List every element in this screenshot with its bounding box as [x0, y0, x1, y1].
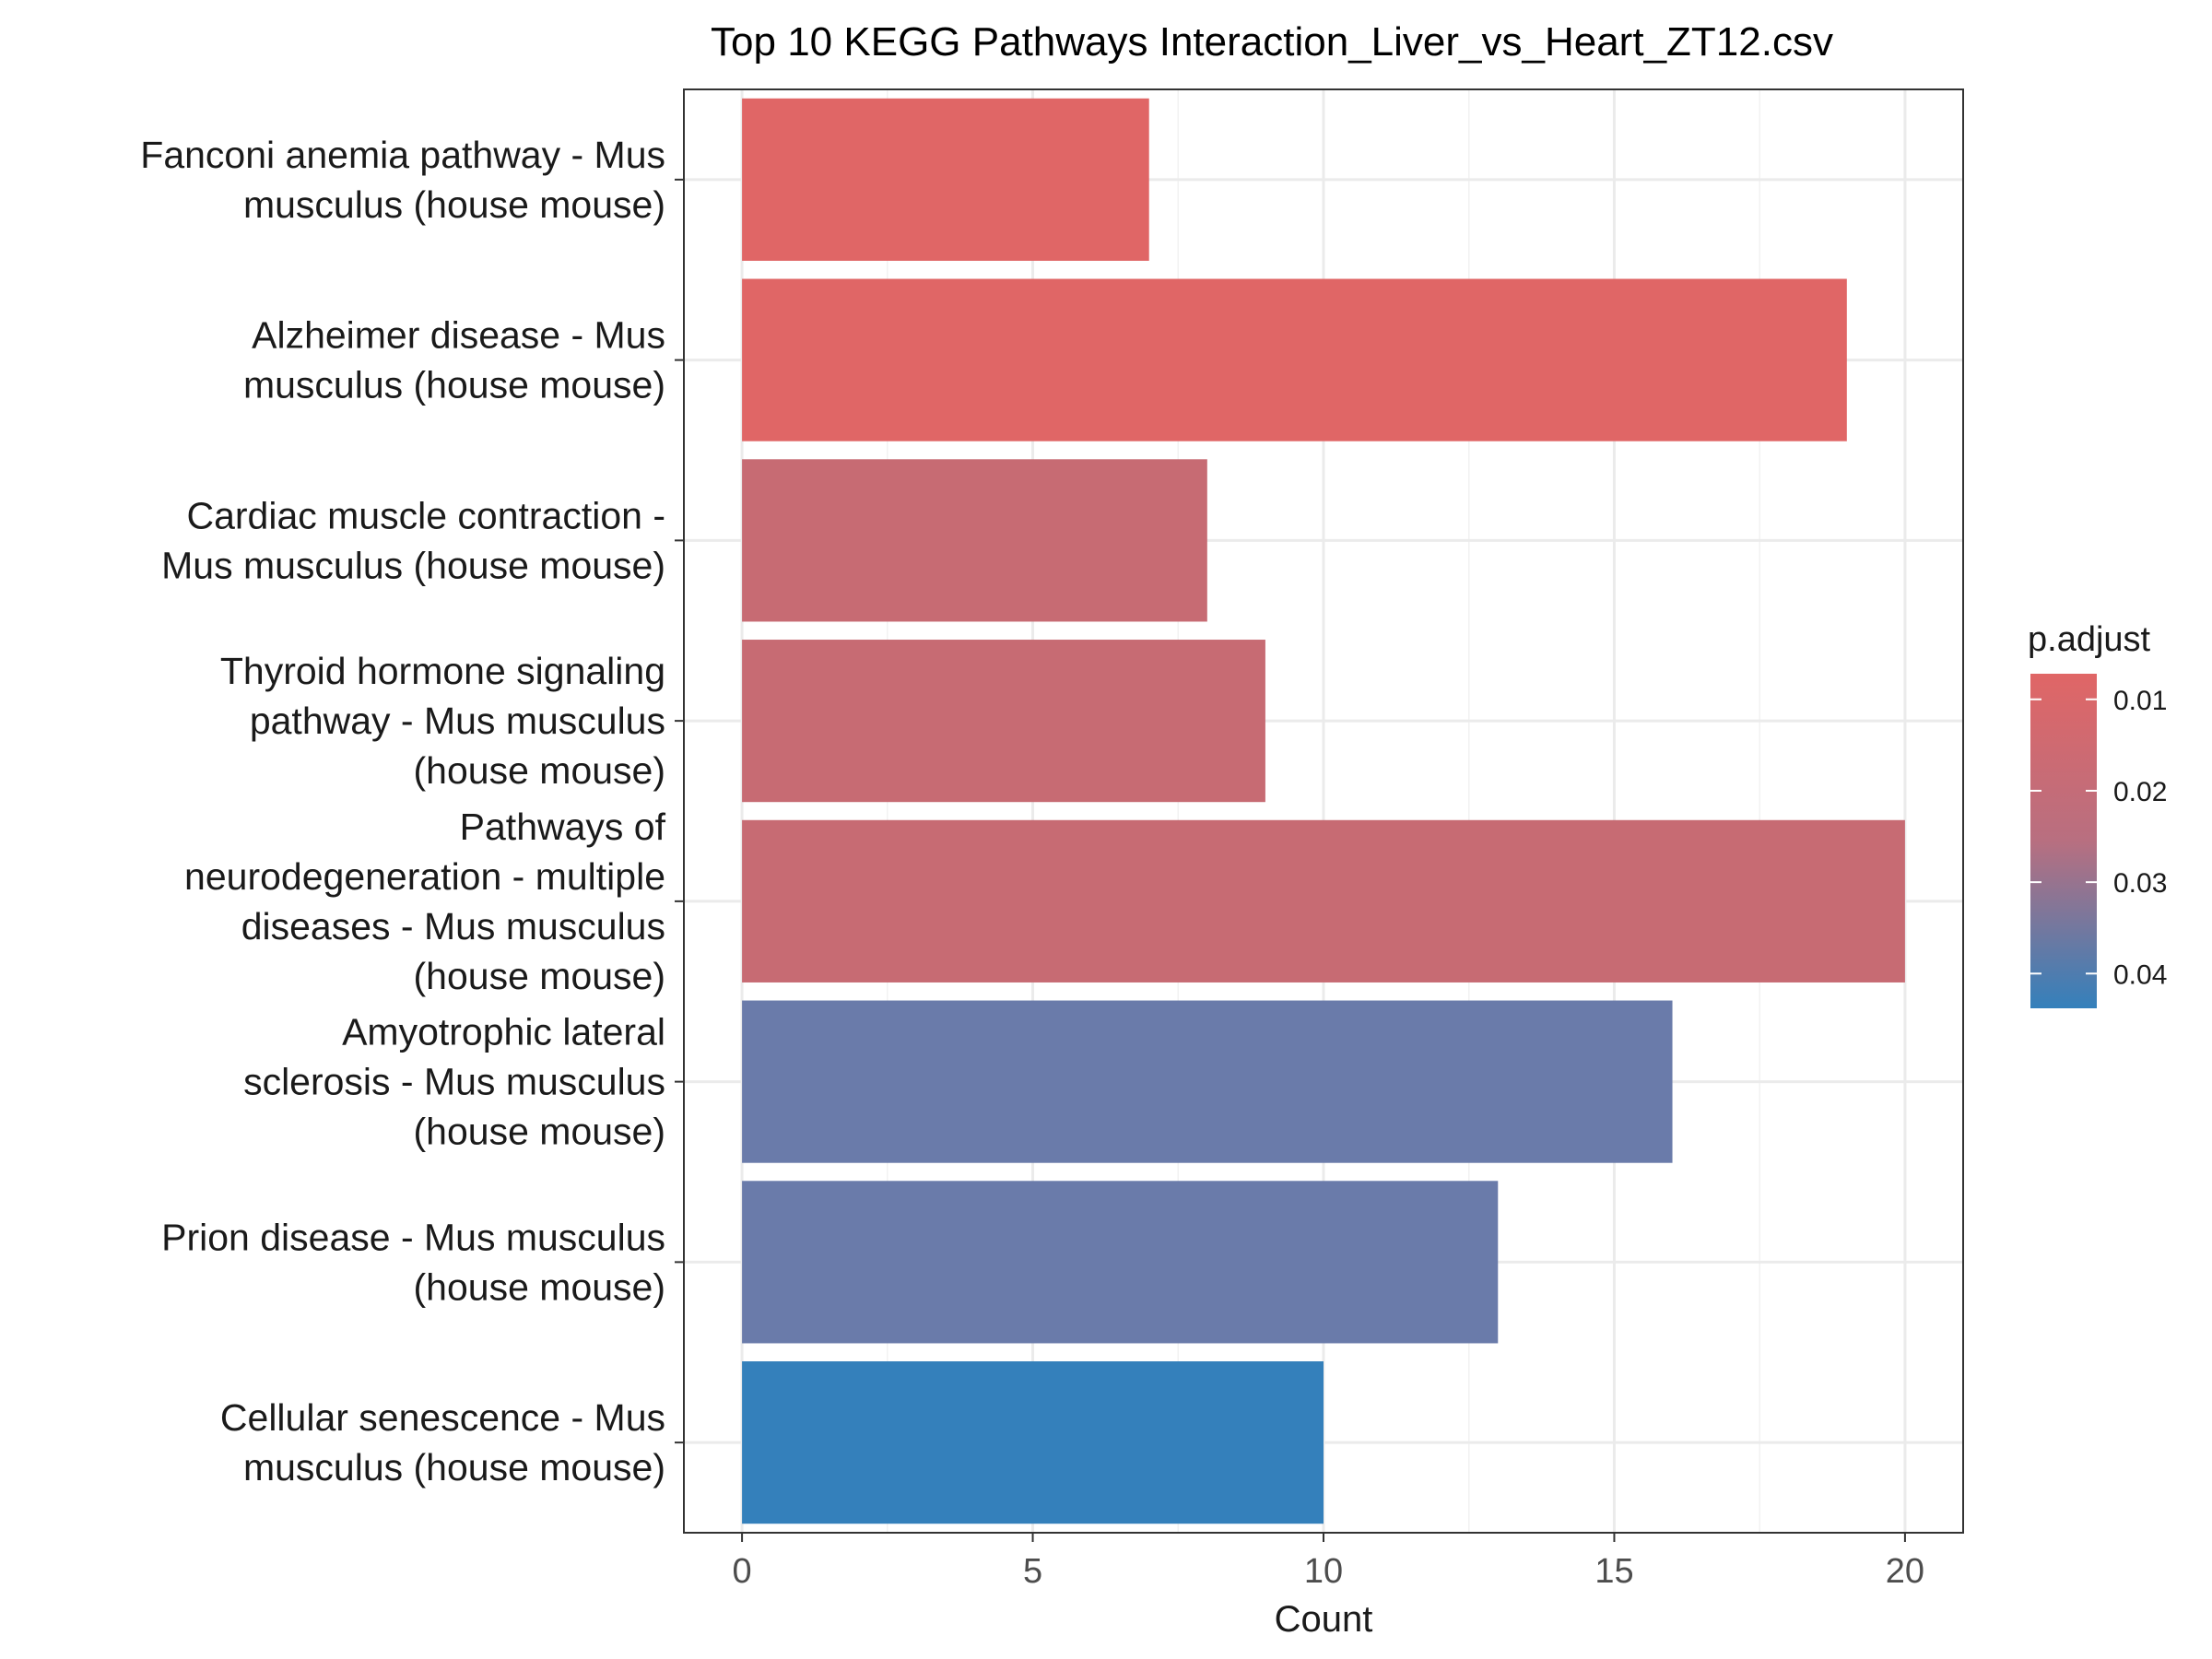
category-label-line: (house mouse): [414, 1111, 665, 1153]
legend-title: p.adjust: [2028, 620, 2151, 659]
category-label-line: musculus (house mouse): [243, 364, 665, 406]
bar: [742, 1000, 1673, 1163]
category-label-line: neurodegeneration - multiple: [184, 855, 665, 898]
x-tick-label: 0: [733, 1552, 752, 1591]
category-label: Thyroid hormone signaling pathway - Mus m…: [220, 650, 665, 792]
chart-title: Top 10 KEGG Pathways Interaction_Liver_v…: [711, 19, 1833, 65]
category-label-line: (house mouse): [414, 749, 665, 792]
category-label: Alzheimer disease - Mus musculus (house m…: [243, 314, 665, 406]
legend-label: 0.04: [2113, 959, 2167, 990]
category-label: Prion disease - Mus musculus (house mouse…: [161, 1216, 665, 1308]
x-tick-label: 20: [1886, 1552, 1924, 1591]
legend-label: 0.03: [2113, 868, 2167, 899]
category-label-line: Alzheimer disease - Mus: [252, 314, 665, 357]
x-tick-label: 10: [1304, 1552, 1343, 1591]
category-label-line: Prion disease - Mus musculus: [161, 1216, 665, 1258]
x-axis-title: Count: [1275, 1599, 1373, 1640]
category-label: Amyotrophic lateral sclerosis - Mus muscu…: [243, 1011, 665, 1153]
legend: p.adjust 0.01 0.02 0.03 0.04: [2028, 620, 2167, 1008]
category-label-line: Amyotrophic lateral: [342, 1011, 665, 1053]
category-label-line: musculus (house mouse): [243, 183, 665, 226]
category-label-line: (house mouse): [414, 955, 665, 997]
bar: [742, 640, 1265, 803]
category-label-line: Thyroid hormone signaling: [220, 650, 665, 692]
category-label-line: diseases - Mus musculus: [241, 905, 665, 947]
bars: [683, 88, 1964, 1534]
x-tick-label: 15: [1594, 1552, 1633, 1591]
category-label: Cardiac muscle contraction - Mus musculus…: [161, 494, 665, 586]
legend-label: 0.02: [2113, 777, 2167, 807]
category-label-line: Mus musculus (house mouse): [161, 544, 665, 586]
category-label-line: (house mouse): [414, 1265, 665, 1308]
category-label-line: Pathways of: [460, 806, 666, 848]
bar: [742, 1181, 1499, 1344]
x-tick-label: 5: [1023, 1552, 1042, 1591]
category-label: Pathways of neurodegeneration - multiple d…: [184, 806, 666, 997]
category-label-line: Cellular senescence - Mus: [220, 1396, 665, 1439]
bar: [742, 98, 1149, 261]
legend-label: 0.01: [2113, 686, 2167, 716]
category-label-line: pathway - Mus musculus: [250, 700, 665, 742]
bar: [742, 1361, 1324, 1524]
x-axis: 0 5 10 15 20: [733, 1533, 1924, 1591]
category-label: Cellular senescence - Mus musculus (house…: [220, 1396, 665, 1488]
category-label-line: Cardiac muscle contraction -: [186, 494, 665, 536]
bar: [742, 819, 1905, 982]
category-label-line: musculus (house mouse): [243, 1446, 665, 1488]
category-label-line: sclerosis - Mus musculus: [243, 1061, 665, 1103]
category-labels: Fanconi anemia pathway - Mus musculus (ho…: [140, 134, 684, 1488]
category-label-line: Fanconi anemia pathway - Mus: [140, 134, 665, 176]
category-label: Fanconi anemia pathway - Mus musculus (ho…: [140, 134, 665, 226]
bar: [742, 278, 1847, 441]
legend-colorbar: [2030, 674, 2097, 1008]
bar: [742, 459, 1207, 622]
